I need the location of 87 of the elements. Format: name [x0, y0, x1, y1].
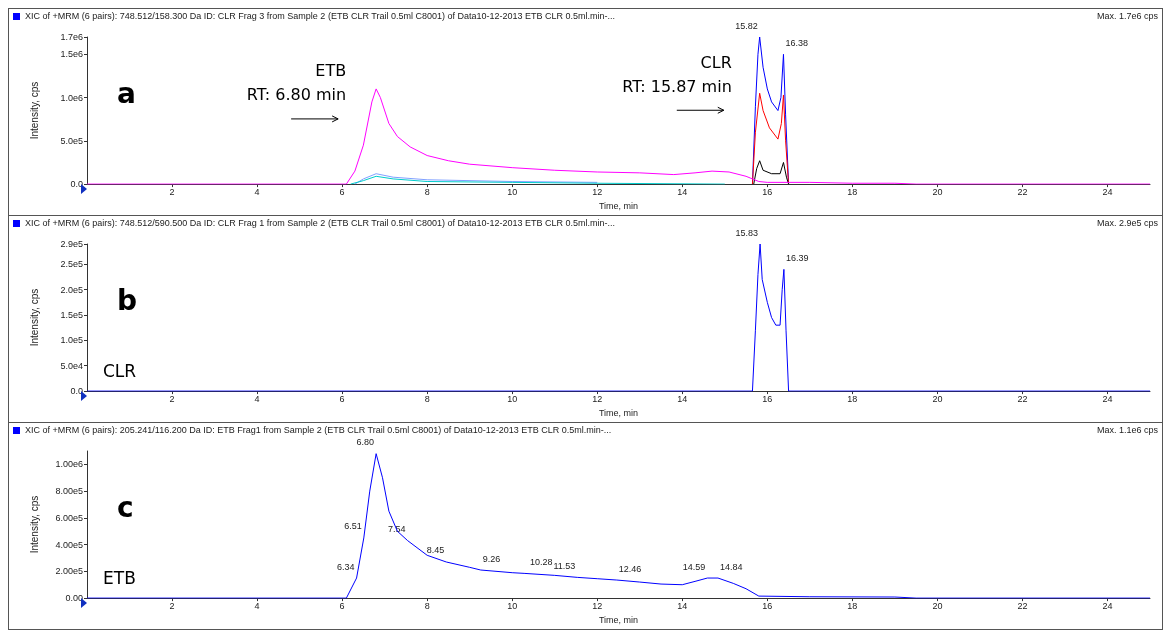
chart-subtitle: Max. 1.7e6 cps [1096, 11, 1158, 21]
x-tick-label: 22 [1017, 393, 1028, 404]
x-tick-label: 24 [1102, 600, 1113, 611]
annotation: 8.45 [426, 545, 445, 556]
x-tick-label: 6 [339, 186, 345, 197]
y-tick-label: 0.0 [70, 179, 83, 190]
x-tick-label: 2 [169, 600, 175, 611]
annotation: 9.26 [482, 553, 501, 564]
y-tick-label: 5.0e5 [60, 135, 83, 146]
y-tick-label: 2.9e5 [60, 239, 83, 249]
x-tick-label: 14 [677, 186, 688, 197]
x-tick-label: 2 [169, 186, 175, 197]
annotation: 11.53 [553, 560, 576, 571]
y-tick-label: 1.5e5 [60, 310, 83, 321]
x-tick-label: 10 [507, 186, 518, 197]
annotation: CLR [103, 360, 137, 381]
x-tick-label: 8 [424, 600, 430, 611]
x-tick-label: 4 [254, 600, 260, 611]
annotation: a [117, 77, 136, 111]
x-tick-label: 16 [762, 186, 773, 197]
y-tick-label: 2.0e5 [60, 284, 83, 295]
x-tick-label: 8 [424, 186, 430, 197]
y-axis-title: Intensity, cps [28, 288, 40, 347]
chart-title: XIC of +MRM (6 pairs): 205.241/116.200 Da ID: ETB Frag1 from Sample 2 (ETB CLR Trail 0.5ml C8001) of Data10-12-2013 ETB CLR 0.5ml.min-... [25, 425, 612, 435]
y-tick-label: 6.00e5 [55, 512, 83, 523]
y-tick-label: 1.0e6 [60, 92, 83, 103]
y-tick-label: 0.0 [70, 386, 83, 397]
x-tick-label: 24 [1102, 393, 1113, 404]
y-tick-label: 2.00e5 [55, 566, 83, 577]
x-tick-label: 12 [592, 186, 603, 197]
y-tick-label: 8.00e5 [55, 486, 83, 497]
y-axis-title: Intensity, cps [28, 495, 40, 554]
annotation: 6.80 [356, 437, 375, 448]
x-tick-label: 14 [677, 600, 688, 611]
x-tick-label: 16 [762, 393, 773, 404]
chart-title: XIC of +MRM (6 pairs): 748.512/158.300 Da ID: CLR Frag 3 from Sample 2 (ETB CLR Trail 0.5ml C8001) of Data10-12-2013 ETB CLR 0.5ml.min-... [25, 11, 615, 21]
chart-title: XIC of +MRM (6 pairs): 748.512/590.500 Da ID: CLR Frag 1 from Sample 2 (ETB CLR Trail 0.5ml C8001) of Data10-12-2013 ETB CLR 0.5ml.min-... [25, 218, 615, 228]
y-tick-label: 2.5e5 [60, 259, 83, 270]
chart-subtitle: Max. 1.1e6 cps [1096, 425, 1158, 435]
x-axis-title: Time, min [598, 614, 639, 625]
y-tick-label: 5.0e4 [60, 360, 83, 371]
y-tick-label: 0.00 [65, 593, 83, 604]
x-tick-label: 2 [169, 393, 175, 404]
y-tick-label: 1.0e5 [60, 335, 83, 346]
annotation: b [117, 284, 138, 318]
annotation: 15.83 [735, 227, 759, 238]
x-tick-label: 14 [677, 393, 688, 404]
x-axis-title: Time, min [598, 407, 639, 418]
annotation: 14.59 [682, 561, 706, 572]
annotation: 6.51 [344, 521, 362, 532]
x-tick-label: 8 [424, 393, 430, 404]
x-tick-label: 12 [592, 600, 603, 611]
x-tick-label: 18 [847, 393, 858, 404]
chart-subtitle: Max. 2.9e5 cps [1096, 218, 1158, 228]
annotation: 15.82 [735, 20, 758, 31]
x-tick-label: 6 [339, 393, 345, 404]
annotation: 6.34 [337, 561, 355, 572]
y-tick-label: 1.00e6 [55, 459, 83, 470]
x-tick-label: 6 [339, 600, 345, 611]
annotation: 14.84 [720, 561, 743, 572]
x-tick-label: 20 [932, 600, 943, 611]
x-tick-label: 18 [847, 600, 858, 611]
x-tick-label: 10 [507, 600, 518, 611]
y-axis-title: Intensity, cps [28, 81, 40, 140]
x-tick-label: 18 [847, 186, 858, 197]
x-axis-title: Time, min [598, 200, 639, 211]
annotation: 12.46 [618, 563, 642, 574]
x-tick-label: 20 [932, 186, 943, 197]
annotation: ETB RT: 6.80 min [246, 61, 347, 105]
x-tick-label: 16 [762, 600, 773, 611]
annotation: 16.39 [785, 252, 809, 263]
annotation: ETB [103, 567, 136, 588]
annotation: c [117, 491, 134, 525]
x-tick-label: 24 [1102, 186, 1113, 197]
annotation: 10.28 [530, 556, 553, 567]
annotation: 16.38 [785, 37, 809, 48]
annotation: CLR RT: 15.87 min [622, 52, 732, 96]
x-tick-label: 12 [592, 393, 603, 404]
y-tick-label: 4.00e5 [55, 539, 83, 550]
y-tick-label: 1.7e6 [60, 32, 83, 42]
x-tick-label: 10 [507, 393, 518, 404]
x-tick-label: 20 [932, 393, 943, 404]
y-tick-label: 1.5e6 [60, 49, 83, 60]
x-tick-label: 22 [1017, 600, 1028, 611]
x-tick-label: 22 [1017, 186, 1028, 197]
x-tick-label: 4 [254, 393, 260, 404]
x-tick-label: 4 [254, 186, 260, 197]
